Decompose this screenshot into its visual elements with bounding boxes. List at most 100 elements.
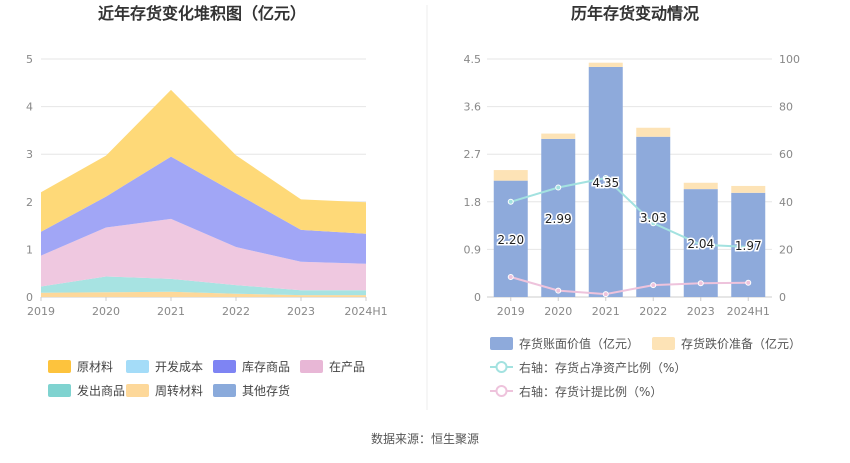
right-y2-tick-label: 0: [779, 291, 786, 304]
left-x-tick-label: 2024H1: [344, 305, 387, 318]
legend-swatch: [213, 360, 236, 373]
right-y-tick-label: 3.6: [464, 101, 482, 114]
right-x-tick-label: 2019: [497, 305, 525, 318]
point-provision-ratio: [555, 287, 562, 294]
area-周转材料: [41, 291, 366, 297]
area-原材料: [41, 89, 366, 234]
bar-value-label: 3.03: [640, 211, 667, 225]
legend-swatch: [652, 337, 675, 350]
bar-impairment: [493, 170, 528, 181]
legend-marker: [495, 385, 508, 397]
bar-book-value: [636, 136, 671, 297]
right-legend: 存货账面价值（亿元） 存货跌价准备（亿元） 右轴：存货占净资产比例（%） 右轴：存货计…: [490, 336, 801, 399]
legend-swatch: [126, 360, 149, 373]
inventory-change-chart: 历年存货变动情况 2.20 2.99 4.35 3.03 2.04 1.97 0 0 0.9 2…: [464, 4, 802, 399]
right-y2-tick-label: 100: [779, 53, 800, 66]
right-y-tick-label: 4.5: [464, 53, 482, 66]
right-legend-item: 存货账面价值（亿元）: [490, 336, 639, 351]
bar-book-value: [588, 66, 623, 297]
legend-swatch: [490, 337, 513, 350]
legend-label: 存货账面价值（亿元）: [519, 336, 639, 351]
right-grid: [487, 58, 772, 298]
right-x-tick-label: 2022: [639, 305, 667, 318]
bar-impairment: [541, 133, 576, 139]
right-y-tick-label: 1.8: [464, 196, 482, 209]
left-legend-item: 原材料: [48, 360, 113, 374]
point-net-asset-ratio: [745, 244, 752, 251]
bar-value-label: 2.99: [545, 212, 572, 226]
right-y-tick-label: 0: [474, 291, 481, 304]
right-x-tick-label: 2021: [592, 305, 620, 318]
right-data-labels: 2.20 2.99 4.35 3.03 2.04 1.97: [496, 174, 763, 254]
left-y-tick-label: 1: [26, 243, 33, 256]
point-net-asset-ratio: [555, 184, 562, 191]
right-x-tick-label: 2023: [687, 305, 715, 318]
legend-label: 库存商品: [242, 359, 290, 374]
legend-label: 右轴：存货计提比例（%）: [519, 384, 662, 399]
left-y-tick-label: 4: [26, 101, 33, 114]
legend-label: 右轴：存货占净资产比例（%）: [519, 360, 686, 375]
legend-label: 发出商品: [77, 383, 125, 398]
legend-swatch: [126, 384, 149, 397]
bar-impairment: [636, 127, 671, 137]
legend-swatch: [48, 360, 71, 373]
right-y2-tick-label: 80: [779, 101, 793, 114]
left-legend-item: 开发成本: [126, 359, 203, 374]
point-provision-ratio: [507, 274, 514, 281]
left-y-tick-label: 0: [26, 291, 33, 304]
right-legend-item: 右轴：存货计提比例（%）: [490, 384, 662, 399]
right-y-tick-label: 2.7: [464, 148, 482, 161]
left-legend-item: 周转材料: [126, 383, 203, 398]
legend-label: 存货跌价准备（亿元）: [681, 336, 801, 351]
left-x-tick-label: 2020: [92, 305, 120, 318]
left-legend-item: 在产品: [300, 360, 365, 374]
left-legend-item: 发出商品: [48, 383, 125, 398]
left-x-tick-label: 2022: [222, 305, 250, 318]
bar-value-label: 2.04: [687, 237, 714, 251]
left-area-series: [41, 89, 366, 297]
bar-impairment: [731, 185, 766, 193]
right-bar-series: [493, 62, 766, 297]
stacked-area-chart: 近年存货变化堆积图（亿元） 0 1 2 3 4 5 2019 2020 2021 2022 2023…: [26, 4, 388, 398]
right-legend-item: 存货跌价准备（亿元）: [652, 336, 801, 351]
bar-value-label: 1.97: [735, 239, 762, 253]
left-y-tick-label: 2: [26, 196, 33, 209]
area-库存商品: [41, 156, 366, 264]
left-legend-item: 库存商品: [213, 359, 290, 374]
bar-value-label: 2.20: [497, 233, 524, 247]
legend-marker: [495, 361, 508, 373]
right-line-series: [507, 175, 752, 298]
point-provision-ratio: [745, 279, 752, 286]
left-legend-item: 其他存货: [213, 383, 290, 398]
point-net-asset-ratio: [602, 175, 609, 181]
point-provision-ratio: [697, 280, 704, 287]
left-chart-title: 近年存货变化堆积图（亿元）: [98, 4, 306, 23]
left-x-tick-label: 2023: [287, 305, 315, 318]
legend-label: 原材料: [77, 360, 113, 374]
right-y-tick-label: 0.9: [464, 243, 482, 256]
right-y2-tick-label: 60: [779, 148, 793, 161]
right-y2-tick-label: 40: [779, 196, 793, 209]
legend-label: 开发成本: [155, 359, 203, 374]
point-provision-ratio: [650, 282, 657, 289]
legend-swatch: [48, 384, 71, 397]
right-y2-tick-label: 20: [779, 243, 793, 256]
bar-value-label: 4.35: [592, 176, 619, 190]
left-x-tick-label: 2019: [27, 305, 55, 318]
point-net-asset-ratio: [650, 220, 657, 227]
bar-book-value: [541, 138, 576, 297]
line-provision-ratio: [510, 276, 749, 296]
area-发出商品: [41, 276, 366, 296]
point-provision-ratio: [602, 291, 609, 298]
left-y-tick-label: 3: [26, 148, 33, 161]
right-axis-ticks: 0 0 0.9 20 1.8 40 2.7 60 3.6 80 4.5 100 2019 2020 2021…: [464, 53, 801, 318]
point-net-asset-ratio: [697, 241, 704, 248]
area-在产品: [41, 218, 366, 291]
line-net-asset-ratio: [510, 176, 749, 248]
bar-impairment: [588, 62, 623, 67]
legend-label: 周转材料: [155, 383, 203, 398]
left-y-tick-label: 5: [26, 53, 33, 66]
left-x-tick-label: 2021: [157, 305, 185, 318]
